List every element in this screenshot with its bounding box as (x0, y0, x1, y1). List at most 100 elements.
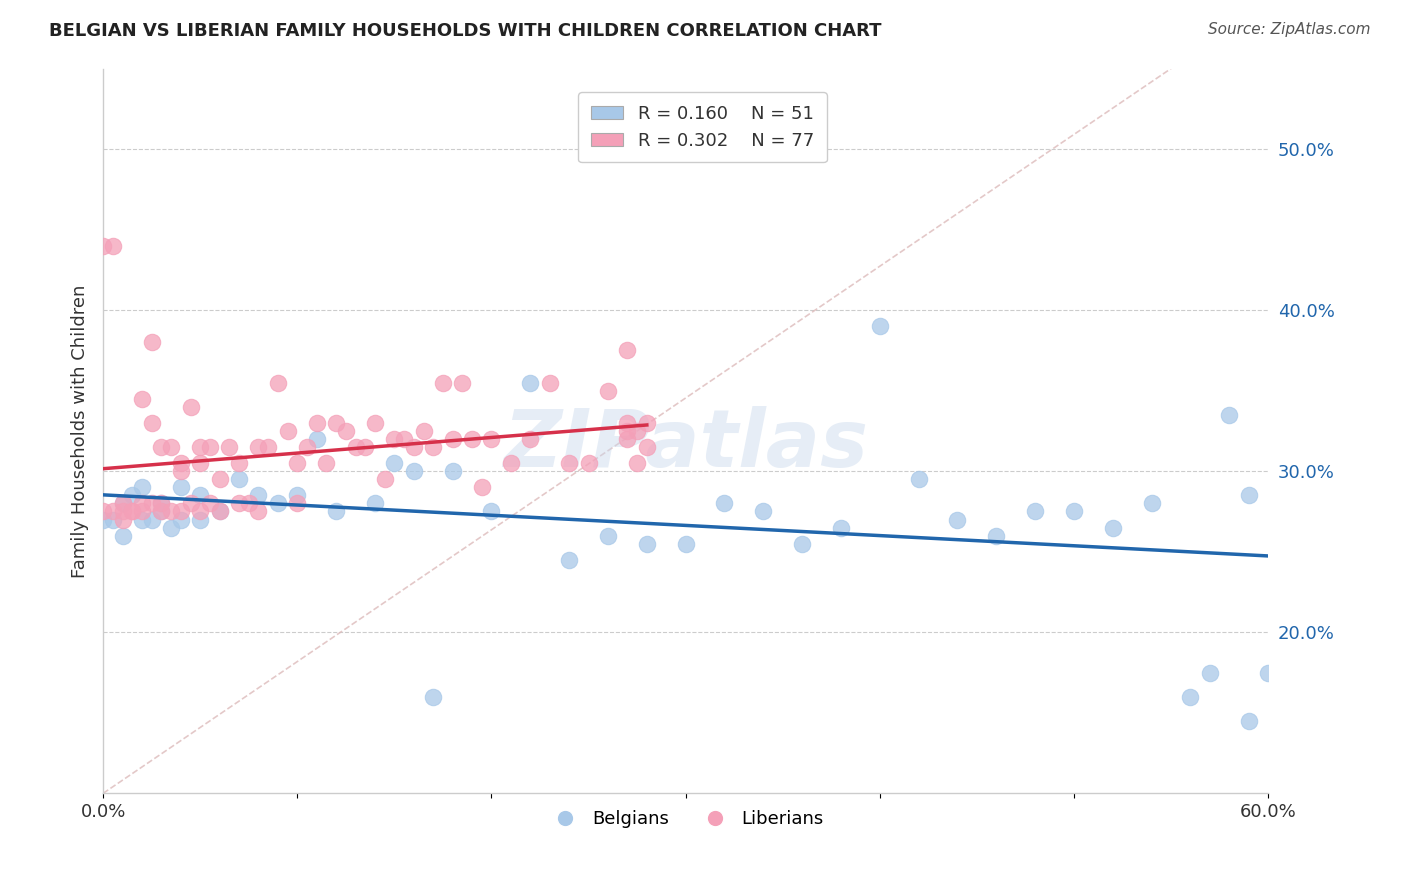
Point (160, 440, 183, 454)
Text: BELGIAN VS LIBERIAN FAMILY HOUSEHOLDS WITH CHILDREN CORRELATION CHART: BELGIAN VS LIBERIAN FAMILY HOUSEHOLDS WI… (49, 22, 882, 40)
Point (150, 440, 173, 454)
Point (1237, 488, 1260, 502)
Point (267, 376, 290, 390)
Point (179, 496, 201, 510)
Point (198, 440, 221, 454)
Point (150, 504, 173, 518)
Point (616, 432, 638, 446)
Point (422, 690, 444, 704)
Point (238, 496, 260, 510)
Point (830, 520, 852, 534)
Point (374, 472, 396, 486)
Point (412, 424, 434, 438)
Point (392, 432, 415, 446)
Point (150, 504, 173, 518)
Text: ZIPatlas: ZIPatlas (503, 407, 868, 484)
Point (111, 504, 134, 518)
Point (267, 496, 290, 510)
Point (907, 472, 929, 486)
Point (285, 488, 308, 502)
Point (519, 376, 541, 390)
Point (384, 432, 406, 446)
Point (121, 488, 143, 502)
Point (170, 456, 193, 470)
Point (188, 488, 211, 502)
Point (247, 488, 270, 502)
Point (1257, 665, 1279, 680)
Point (869, 319, 891, 334)
Point (188, 456, 211, 470)
Point (111, 528, 134, 542)
Point (422, 440, 444, 454)
Point (101, 512, 124, 526)
Point (228, 496, 250, 510)
Point (295, 440, 318, 454)
Point (432, 376, 454, 390)
Point (402, 440, 425, 454)
Point (364, 416, 387, 430)
Point (188, 504, 211, 518)
Point (451, 376, 474, 390)
Point (121, 504, 143, 518)
Point (131, 392, 153, 406)
Point (131, 512, 153, 526)
Point (170, 504, 193, 518)
Point (596, 384, 619, 398)
Point (111, 496, 134, 510)
Point (131, 496, 153, 510)
Point (247, 440, 270, 454)
Point (179, 400, 201, 414)
Point (1101, 520, 1123, 534)
Point (1199, 665, 1222, 680)
Point (170, 480, 193, 494)
Point (247, 504, 270, 518)
Point (461, 432, 484, 446)
Point (538, 376, 561, 390)
Point (1140, 496, 1163, 510)
Text: Source: ZipAtlas.com: Source: ZipAtlas.com (1208, 22, 1371, 37)
Point (986, 528, 1008, 542)
Point (752, 504, 775, 518)
Y-axis label: Family Households with Children: Family Households with Children (72, 285, 89, 578)
Point (150, 496, 173, 510)
Point (1218, 408, 1240, 422)
Point (257, 440, 280, 454)
Point (101, 504, 124, 518)
Point (616, 416, 638, 430)
Point (1180, 690, 1202, 704)
Point (150, 496, 173, 510)
Point (441, 464, 464, 478)
Point (1237, 714, 1260, 728)
Point (636, 440, 658, 454)
Point (228, 472, 250, 486)
Point (713, 496, 735, 510)
Point (305, 432, 328, 446)
Point (616, 424, 638, 438)
Point (208, 472, 231, 486)
Point (792, 537, 814, 551)
Point (636, 416, 658, 430)
Point (946, 512, 969, 526)
Point (364, 496, 387, 510)
Point (354, 440, 377, 454)
Point (277, 424, 299, 438)
Point (228, 456, 250, 470)
Point (578, 456, 600, 470)
Point (558, 553, 581, 567)
Point (305, 416, 328, 430)
Point (141, 416, 163, 430)
Point (198, 496, 221, 510)
Point (402, 464, 425, 478)
Point (481, 504, 503, 518)
Point (111, 512, 134, 526)
Point (499, 456, 522, 470)
Point (285, 496, 308, 510)
Point (596, 528, 619, 542)
Point (91, 238, 114, 252)
Point (141, 496, 163, 510)
Point (188, 512, 211, 526)
Point (141, 512, 163, 526)
Point (616, 343, 638, 358)
Point (160, 520, 183, 534)
Point (170, 512, 193, 526)
